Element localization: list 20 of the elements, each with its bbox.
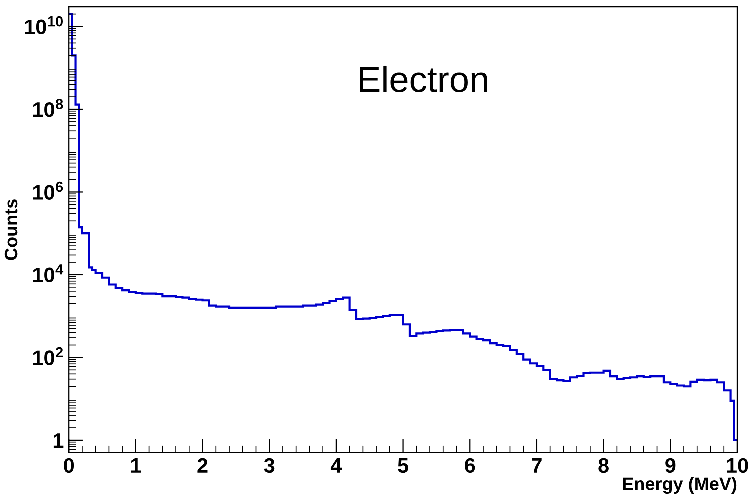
- y-tick-label: 1: [54, 434, 64, 448]
- y-tick-label: 10$^{2}$: [33, 347, 64, 366]
- x-tick-label: 1: [131, 458, 142, 473]
- y-tick-label: 10$^{6}$: [33, 182, 64, 200]
- x-axis-title: Energy (MeV): [623, 477, 737, 494]
- x-tick-label: 10: [727, 458, 748, 474]
- x-tick-label: 0: [64, 458, 74, 474]
- x-tick-label: 7: [532, 458, 542, 473]
- x-tick-label: 2: [198, 458, 208, 473]
- y-tick-label: 10$^{4}$: [33, 264, 64, 283]
- x-tick-label: 8: [598, 458, 609, 474]
- x-tick-label: 6: [465, 458, 476, 474]
- x-tick-label: 5: [398, 458, 408, 474]
- y-tick-label: 10$^{8}$: [33, 99, 64, 118]
- y-tick-label: 10$^{10}$: [25, 16, 64, 34]
- x-tick-label: 3: [264, 458, 275, 474]
- x-tick-label: 4: [330, 458, 342, 473]
- y-axis-title: Counts: [4, 200, 18, 260]
- x-tick-label: 9: [666, 458, 676, 474]
- annotation: Electron: [360, 66, 488, 93]
